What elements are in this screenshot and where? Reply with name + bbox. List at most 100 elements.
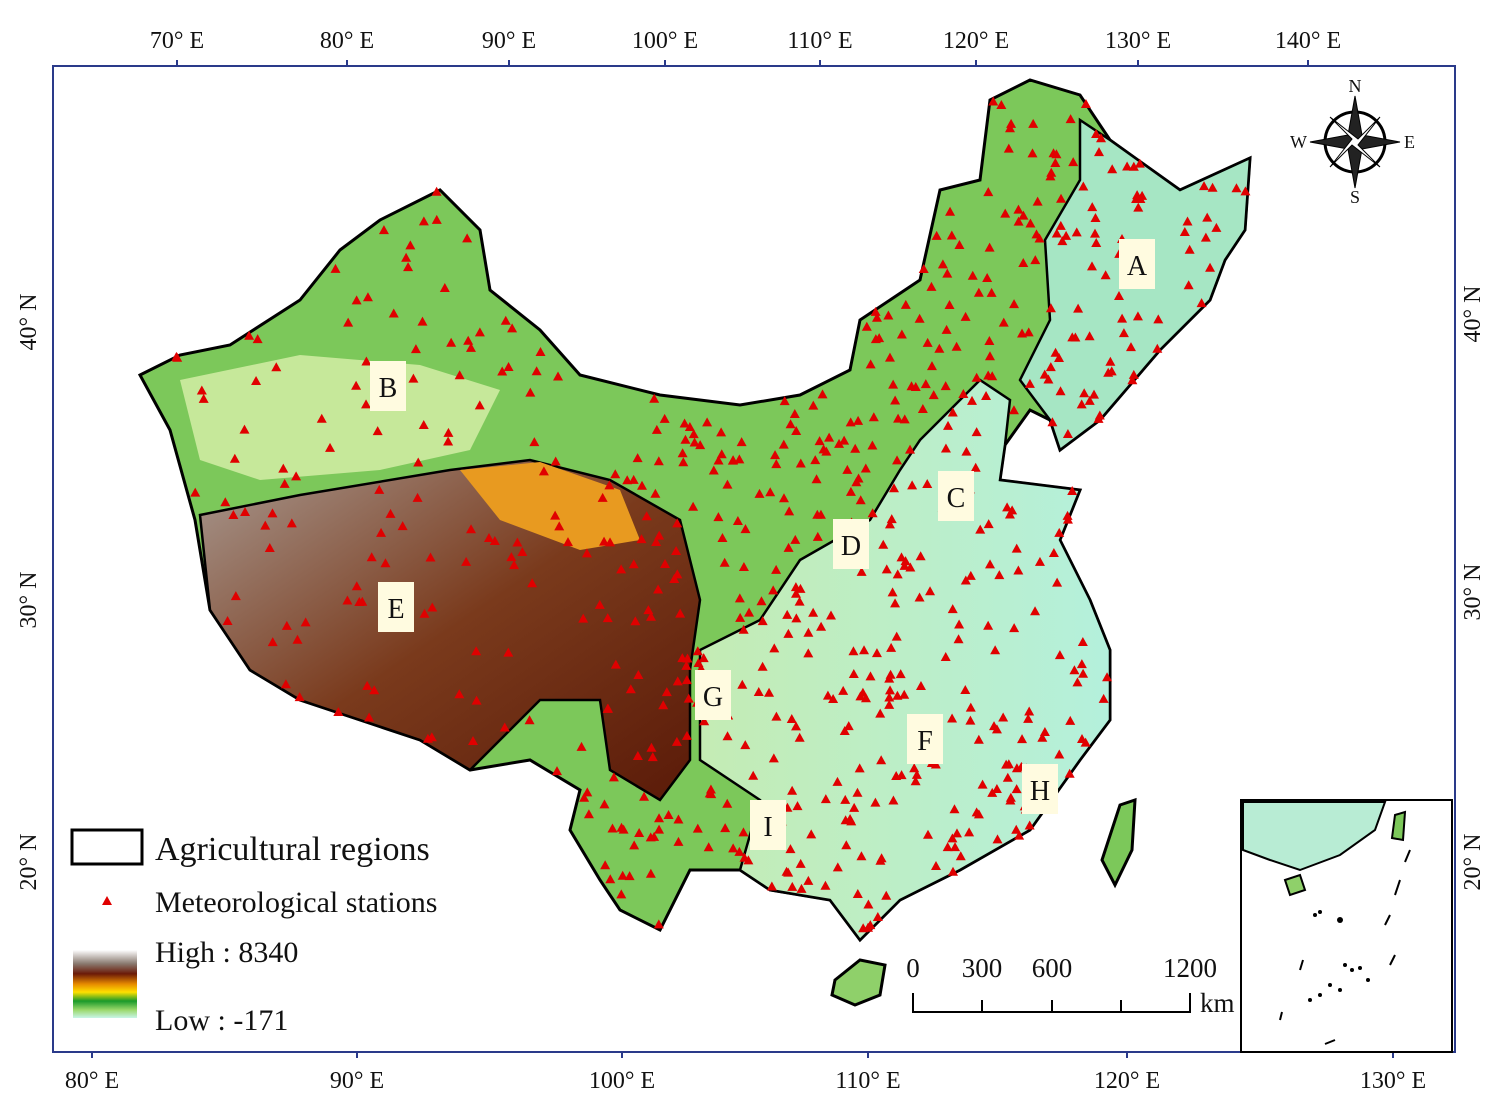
station <box>705 784 716 794</box>
station <box>654 530 665 540</box>
station <box>419 608 430 618</box>
station <box>757 616 768 626</box>
station <box>720 823 731 833</box>
station <box>867 440 878 450</box>
station <box>468 735 479 745</box>
station <box>708 465 719 475</box>
region-label-box <box>750 800 786 850</box>
station <box>1051 228 1062 238</box>
station <box>678 457 689 467</box>
station <box>812 531 823 541</box>
scale-tick: 1200 <box>1163 953 1217 983</box>
station <box>920 379 931 389</box>
station <box>692 646 703 656</box>
station <box>961 446 972 456</box>
station <box>408 373 419 383</box>
station <box>357 596 368 606</box>
station <box>998 712 1009 722</box>
station <box>787 785 798 795</box>
inset-land <box>1242 801 1387 872</box>
station <box>610 659 621 669</box>
station <box>342 595 353 605</box>
station <box>808 400 819 410</box>
station <box>605 537 616 547</box>
station <box>1050 347 1061 357</box>
station <box>673 814 684 824</box>
station <box>825 610 836 620</box>
station <box>891 770 902 780</box>
station <box>692 823 703 833</box>
station <box>343 317 354 327</box>
station <box>768 753 779 763</box>
left-axis-label: 20° N <box>16 834 42 891</box>
station <box>845 486 856 496</box>
station <box>996 100 1007 110</box>
station <box>629 840 640 850</box>
station <box>907 480 918 490</box>
station <box>771 459 782 469</box>
station <box>878 539 889 549</box>
station <box>872 912 883 922</box>
station <box>333 706 344 716</box>
station <box>1071 227 1082 237</box>
station <box>987 787 998 797</box>
station <box>443 427 454 437</box>
station <box>891 631 902 641</box>
station <box>960 575 971 585</box>
station <box>461 556 472 566</box>
station <box>695 440 706 450</box>
station <box>1011 543 1022 553</box>
station <box>351 581 362 591</box>
station <box>1094 410 1105 420</box>
station <box>1048 547 1059 557</box>
station <box>791 588 802 598</box>
station <box>1009 299 1020 309</box>
station <box>633 669 644 679</box>
station <box>1052 577 1063 587</box>
station <box>854 763 865 773</box>
station <box>1046 167 1057 177</box>
station <box>818 444 829 454</box>
region-label: B <box>379 373 398 404</box>
station <box>803 627 814 637</box>
station <box>431 214 442 224</box>
station <box>260 520 271 530</box>
station <box>846 816 857 826</box>
station <box>893 413 904 423</box>
station <box>646 742 657 752</box>
station <box>794 732 805 742</box>
station <box>888 795 899 805</box>
station <box>982 273 993 283</box>
station <box>624 871 635 881</box>
station <box>852 787 863 797</box>
station <box>967 270 978 280</box>
station <box>895 669 906 679</box>
station <box>925 586 936 596</box>
station <box>917 404 928 414</box>
station <box>607 823 618 833</box>
station <box>934 343 945 353</box>
station <box>855 495 866 505</box>
station <box>364 712 375 722</box>
station <box>910 382 921 392</box>
station <box>1077 636 1088 646</box>
station <box>738 562 749 572</box>
station <box>663 810 674 820</box>
station <box>783 542 794 552</box>
station <box>944 300 955 310</box>
station <box>1054 749 1065 759</box>
station <box>646 611 657 621</box>
station <box>923 829 934 839</box>
station <box>673 836 684 846</box>
station <box>954 619 965 629</box>
station <box>732 516 743 526</box>
station <box>608 772 619 782</box>
station <box>617 870 628 880</box>
station <box>991 784 1002 794</box>
station <box>791 721 802 731</box>
station <box>632 453 643 463</box>
station <box>1076 399 1087 409</box>
inset-map <box>1240 799 1453 1053</box>
station <box>945 206 956 216</box>
